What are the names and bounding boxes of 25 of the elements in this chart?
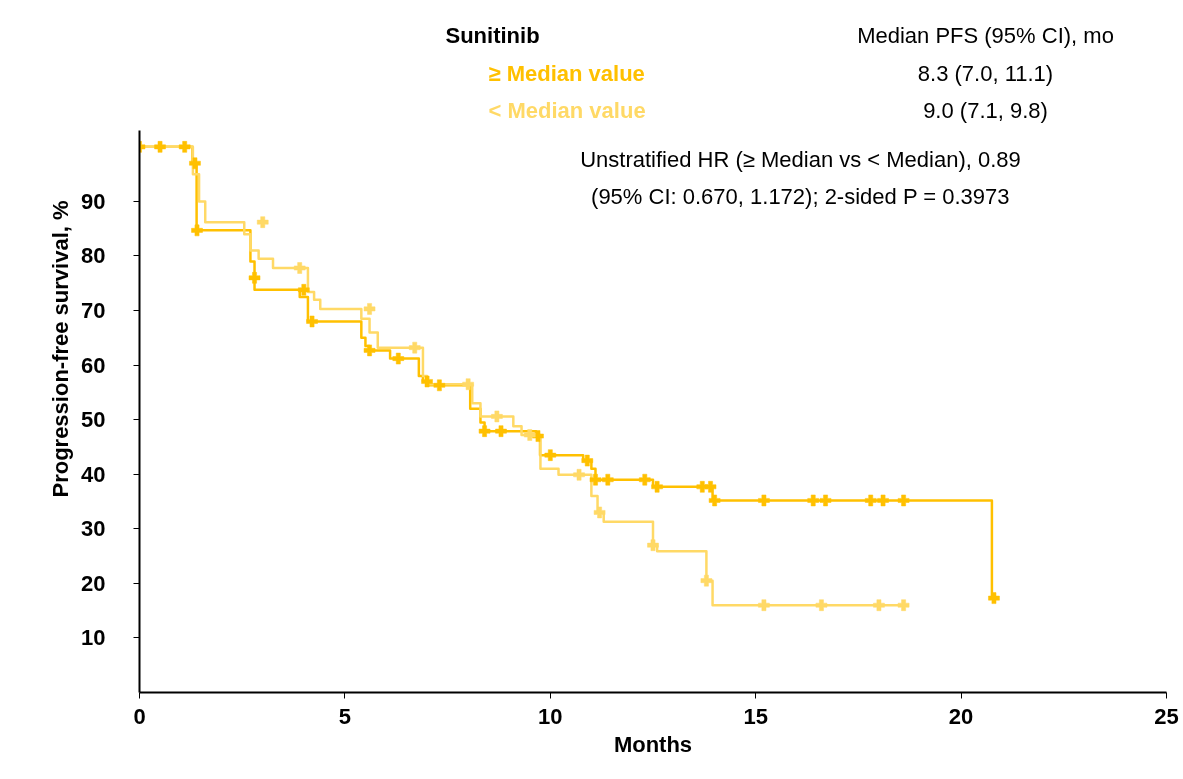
x-tick-label: 0 — [133, 703, 146, 729]
annotation: (95% CI: 0.670, 1.172); 2-sided P = 0.3973 — [591, 184, 1010, 209]
y-tick-label: 50 — [81, 407, 106, 433]
y-axis-title: Progression-free survival, % — [48, 200, 74, 498]
y-tick-label: 60 — [81, 352, 106, 378]
x-tick-label: 25 — [1154, 703, 1179, 729]
text: 9.0 (7.1, 9.8) — [923, 98, 1048, 123]
y-tick-label: 70 — [81, 298, 106, 324]
y-tick-label: 10 — [81, 625, 106, 651]
y-tick-label: 90 — [81, 188, 106, 214]
y-tick-label: 40 — [81, 461, 106, 487]
y-tick-label: 20 — [81, 570, 106, 596]
text: ≥ Median value — [488, 61, 645, 86]
text: 8.3 (7.0, 11.1) — [917, 61, 1054, 86]
legend-title: Sunitinib — [445, 23, 540, 48]
text: Median PFS (95% CI), mo — [857, 23, 1114, 48]
annotation: Unstratified HR (≥ Median vs < Median), 0.89 — [580, 147, 1021, 172]
x-axis-title: Months — [613, 731, 693, 757]
text: < Median value — [488, 98, 646, 123]
x-tick-label: 15 — [743, 703, 768, 729]
y-tick-label: 30 — [81, 516, 106, 542]
x-tick-label: 20 — [948, 703, 974, 729]
x-tick-label: 5 — [338, 703, 352, 729]
y-tick-label: 80 — [81, 243, 106, 269]
x-tick-label: 10 — [538, 703, 563, 729]
